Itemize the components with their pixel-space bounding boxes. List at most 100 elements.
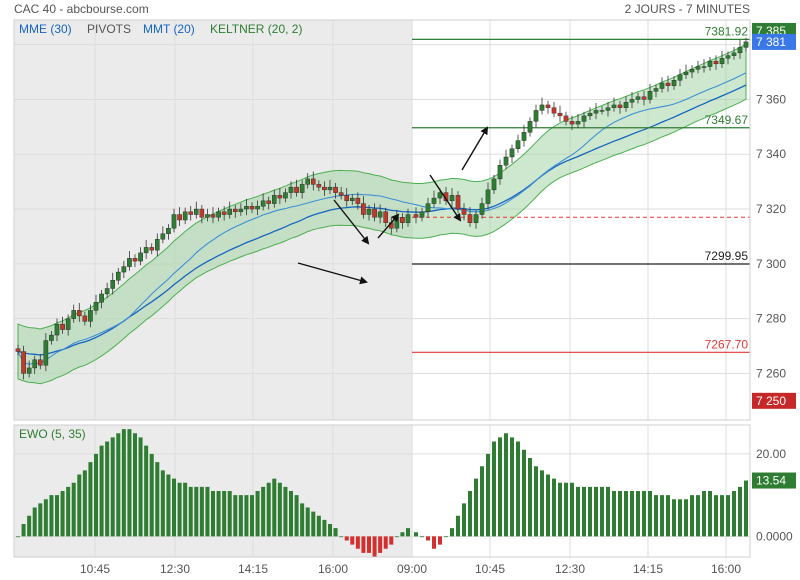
candle-body [160,233,166,240]
candle-body [491,178,497,191]
candle-body [322,186,327,191]
ewo-bar [516,441,520,537]
candle-body [551,107,557,114]
ewo-bar [216,491,221,537]
ewo-bar [462,503,466,537]
candle-body [221,211,227,215]
ewo-bar [426,536,430,541]
price-y-tick: 7 360 [756,92,786,106]
candle-body [216,211,221,218]
ewo-bar [708,491,712,537]
candle-body [43,340,49,366]
candle-body [485,189,491,204]
ewo-bar [250,495,254,537]
candle-body [15,348,21,352]
ewo-bar [255,491,260,537]
ewo-bar [540,470,544,537]
ewo-bar [199,486,204,537]
ewo-bar [546,474,550,537]
ewo-bar [350,536,355,545]
ewo-bar [732,491,736,537]
ewo-bar [367,536,371,553]
candle-body [210,214,216,218]
ewo-bar [238,495,243,537]
ewo-bar [444,536,448,538]
ewo-bar [648,491,652,537]
ewo-bar [316,515,321,537]
candle-body [413,214,419,218]
ewo-bar [211,491,215,537]
ewo-bar [177,482,182,537]
pivot-label: 7381.92 [705,24,749,38]
candle-body [54,323,60,336]
candle-body [497,165,503,180]
ewo-last-badge [752,472,796,489]
candle-body [713,60,719,65]
x-tick: 12:30 [555,562,585,576]
ewo-bar [383,536,388,549]
ewo-bar [121,429,126,537]
ewo-bar [394,536,399,538]
candle-body [199,208,205,218]
price-y-tick: 7 280 [756,312,786,326]
ewo-bar [355,536,360,549]
ewo-bar [372,536,377,557]
x-tick: 16:00 [711,562,741,576]
candle-body [327,186,333,191]
ewo-bar [654,495,658,537]
ewo-bar [510,437,514,537]
candle-body [437,192,443,199]
ewo-bar [389,536,394,545]
x-axis: 10:45 12:30 14:15 16:00 09:00 10:45 12:30 14:15… [80,562,741,576]
candle-body [249,206,255,210]
ewo-bar [606,486,610,537]
ewo-bar [714,495,718,537]
ewo-bar [406,528,410,537]
x-tick: 16:00 [318,562,348,576]
ewo-bar [105,441,110,537]
ewo-bar [205,486,210,537]
candle-body [611,104,617,108]
candle-body [545,104,551,108]
candle-body [266,200,272,204]
ewo-bar [66,486,71,537]
ewo-bar [378,536,383,553]
candle-body [65,318,71,330]
ewo-bar [322,519,327,537]
ewo-bar [660,495,664,537]
candle-body [149,247,155,251]
ewo-bar [277,482,282,537]
candle-body [455,195,461,210]
candle-body [569,121,575,125]
ewo-bar [227,491,232,537]
candle-body [635,96,641,100]
chart-title: CAC 40 - abcbourse.com [14,2,149,16]
ewo-bar [480,466,484,537]
candle-body [671,80,677,86]
ewo-bar [88,462,93,537]
candle-body [333,186,338,193]
ewo-bar [486,453,490,537]
ewo-bar [149,453,154,537]
candle-body [743,41,749,48]
ewo-bar [133,433,137,537]
candle-body [377,211,383,218]
legend-item: PIVOTS [87,22,131,36]
candle-body [689,69,695,73]
ewo-bar [155,462,160,537]
ewo-bar [528,458,532,537]
legend-item: MMT (20) [143,22,195,36]
candle-body [299,184,305,193]
candle-body [71,310,77,319]
ewo-bar [552,478,556,537]
price-y-tick: 7 320 [756,202,786,216]
candle-body [232,208,238,212]
candle-body [255,206,260,210]
ewo-bar [160,470,165,537]
ewo-bar [328,524,332,537]
ewo-bar [344,536,349,541]
price-y-tick: 7 260 [756,366,786,380]
x-tick: 14:15 [633,562,663,576]
